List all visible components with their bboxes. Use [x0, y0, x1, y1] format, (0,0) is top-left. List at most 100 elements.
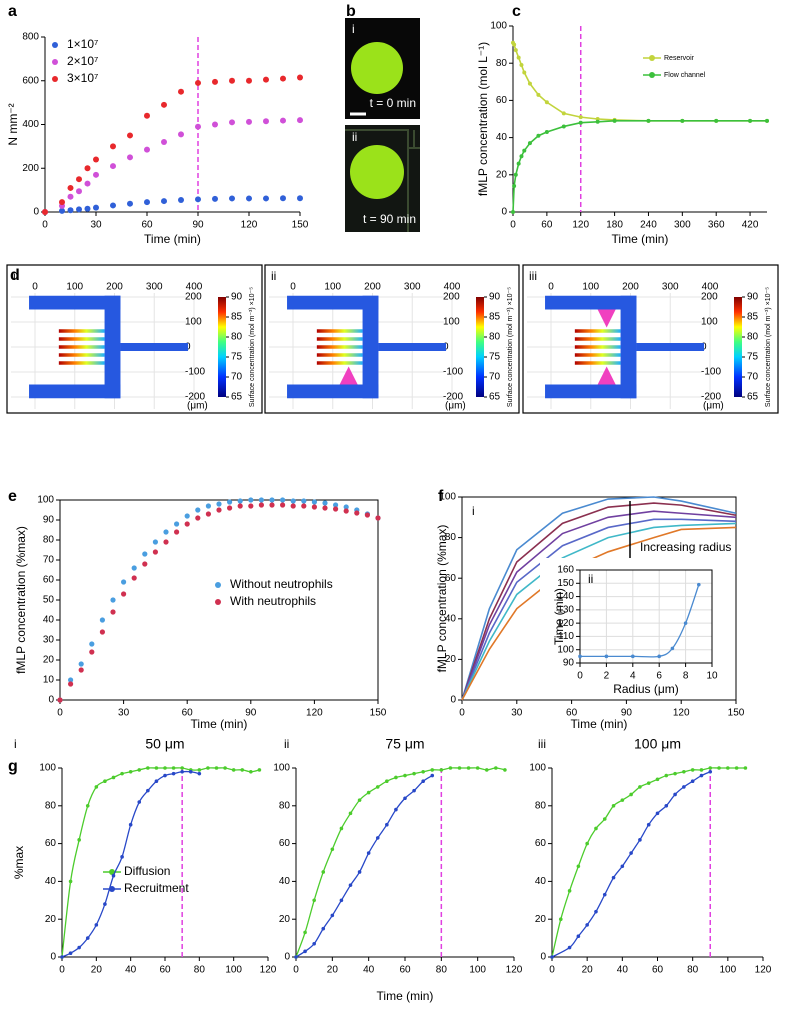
data-point — [120, 855, 124, 859]
y-tick-label: 60 — [445, 573, 457, 584]
data-point — [258, 497, 264, 503]
data-point — [290, 503, 296, 509]
x-tick-label: 0 — [548, 282, 554, 293]
data-point — [142, 551, 148, 557]
data-point — [321, 926, 326, 931]
data-point — [748, 118, 753, 123]
x-tick-label: 0 — [459, 708, 465, 719]
y-tick-label: 60 — [496, 95, 508, 106]
data-point — [357, 870, 362, 874]
data-point — [646, 781, 651, 785]
data-point — [59, 199, 65, 206]
data-point — [161, 139, 167, 145]
x-tick-label: 200 — [364, 282, 381, 293]
data-point — [180, 766, 184, 770]
x-tick-label: 150 — [292, 220, 309, 231]
migration-channel — [316, 345, 363, 349]
data-point — [301, 498, 307, 504]
data-point — [412, 788, 416, 793]
legend-label: Flow channel — [664, 72, 706, 79]
data-point — [223, 766, 227, 770]
data-point — [670, 646, 675, 651]
x-tick-label: 180 — [606, 220, 623, 231]
data-point — [76, 188, 82, 195]
data-point — [152, 549, 158, 555]
data-point — [146, 766, 150, 770]
y-tick-label: 150 — [557, 578, 574, 589]
data-point — [131, 575, 137, 581]
data-point — [127, 132, 133, 139]
data-point — [174, 529, 180, 535]
legend-marker — [52, 42, 58, 48]
x-tick-label: 300 — [146, 282, 163, 293]
chart-title: 50 μm — [145, 736, 184, 752]
colorbar-tick-label: 65 — [489, 392, 501, 403]
x-tick-label: 80 — [194, 965, 206, 976]
panel-letter: g — [8, 758, 18, 775]
data-point — [178, 131, 184, 138]
x-tick-label: 60 — [182, 708, 194, 719]
series-line — [461, 496, 737, 701]
data-point — [144, 112, 150, 119]
data-point — [240, 768, 245, 772]
migration-channel — [574, 345, 621, 349]
data-point — [544, 100, 549, 105]
migration-channel — [316, 361, 363, 365]
data-point — [638, 838, 642, 842]
data-point — [205, 511, 211, 517]
x-axis-label: Time (min) — [571, 717, 628, 731]
y-tick-label: 60 — [43, 575, 55, 586]
data-point — [333, 502, 339, 508]
series-line — [461, 510, 737, 701]
data-point — [519, 63, 524, 68]
data-point — [206, 766, 210, 770]
x-tick-label: 240 — [640, 220, 657, 231]
colorbar-tick-label: 65 — [747, 392, 759, 403]
data-point — [682, 769, 686, 774]
x-tick-label: 400 — [444, 282, 461, 293]
series-line — [461, 518, 737, 701]
data-point — [394, 775, 398, 780]
data-point — [237, 503, 243, 509]
x-tick-label: 300 — [662, 282, 679, 293]
data-point — [161, 198, 167, 205]
y-axis-label: fMLP concentration (%max) — [435, 525, 449, 673]
data-point — [152, 539, 158, 545]
data-point — [297, 117, 303, 124]
data-point — [512, 183, 517, 188]
y-tick-label: 160 — [557, 565, 574, 576]
data-point — [128, 769, 133, 774]
data-point — [227, 505, 233, 511]
data-point — [527, 81, 532, 86]
data-point — [322, 505, 328, 511]
y-tick-label: 100 — [39, 763, 56, 774]
data-point — [385, 779, 389, 784]
panel-letter: d — [10, 267, 20, 284]
migration-channel — [58, 329, 105, 333]
data-point — [110, 609, 116, 615]
data-point — [263, 118, 269, 125]
series-line — [551, 767, 746, 958]
data-point — [89, 641, 95, 647]
data-point — [294, 955, 298, 959]
data-point — [290, 498, 296, 504]
data-point — [354, 510, 360, 516]
axes — [512, 26, 767, 213]
colorbar-tick-label: 90 — [489, 292, 501, 303]
data-point — [188, 769, 193, 774]
data-point — [512, 42, 517, 47]
data-point — [85, 936, 90, 940]
plot-frame — [59, 499, 379, 701]
colorbar-tick-label: 65 — [231, 392, 243, 403]
data-point — [339, 826, 344, 831]
data-point — [697, 582, 701, 587]
data-point — [94, 785, 99, 789]
data-point — [631, 654, 635, 659]
legend-marker — [215, 599, 221, 605]
legend-label: Reservoir — [664, 55, 695, 62]
data-point — [93, 204, 99, 211]
axis-unit: (μm) — [703, 401, 724, 412]
data-point — [93, 156, 99, 163]
data-point — [195, 123, 201, 130]
data-point — [561, 111, 566, 116]
